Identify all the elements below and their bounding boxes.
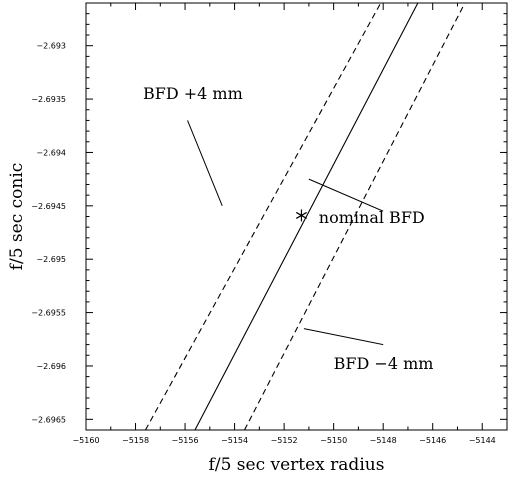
x-tick-label: −5158 [122, 436, 149, 445]
dashed-series-line [244, 2, 466, 431]
axis-ticks [85, 2, 508, 431]
annotation-leader [303, 328, 384, 346]
y-tick-label: −2.693 [36, 42, 66, 51]
y-tick-label: −2.696 [36, 362, 66, 371]
x-axis-label: f/5 sec vertex radius [209, 455, 385, 475]
y-tick-label: −2.695 [36, 255, 66, 264]
x-tick-label: −5146 [419, 436, 446, 445]
dashed-series-line [144, 2, 382, 431]
annotation-label: nominal BFD [319, 208, 425, 227]
solid-series-line [194, 2, 419, 431]
x-tick-label: −5156 [172, 436, 199, 445]
y-axis-label: f/5 sec conic [7, 163, 27, 271]
annotations: BFD +4 mm nominal BFD BFD −4 mm [143, 84, 433, 373]
annotation-leaders [187, 120, 384, 346]
x-tick-label: −5152 [271, 436, 298, 445]
annotation-leader [308, 178, 384, 212]
x-tick-label: −5144 [469, 436, 496, 445]
plot-frame [85, 2, 508, 431]
x-tick-label: −5148 [370, 436, 397, 445]
y-tick-label: −2.6955 [31, 309, 66, 318]
asterisk-stroke [295, 211, 307, 219]
annotation-label: BFD −4 mm [334, 354, 434, 373]
x-tick-label: −5154 [221, 436, 248, 445]
y-tick-label: −2.6945 [31, 202, 66, 211]
y-tick-label: −2.6935 [31, 95, 66, 104]
x-tick-label: −5160 [72, 436, 99, 445]
y-tick-label: −2.694 [36, 148, 66, 157]
annotation-label: BFD +4 mm [143, 84, 243, 103]
series-lines [144, 2, 466, 431]
annotation-leader [187, 120, 223, 207]
x-tick-label: −5150 [320, 436, 347, 445]
tick-labels: −5160 −5158 −5156 −5154 −5152 −5150 −5148 −5146… [31, 42, 495, 445]
nominal-point-marker [295, 209, 307, 222]
y-tick-label: −2.6965 [31, 415, 66, 424]
